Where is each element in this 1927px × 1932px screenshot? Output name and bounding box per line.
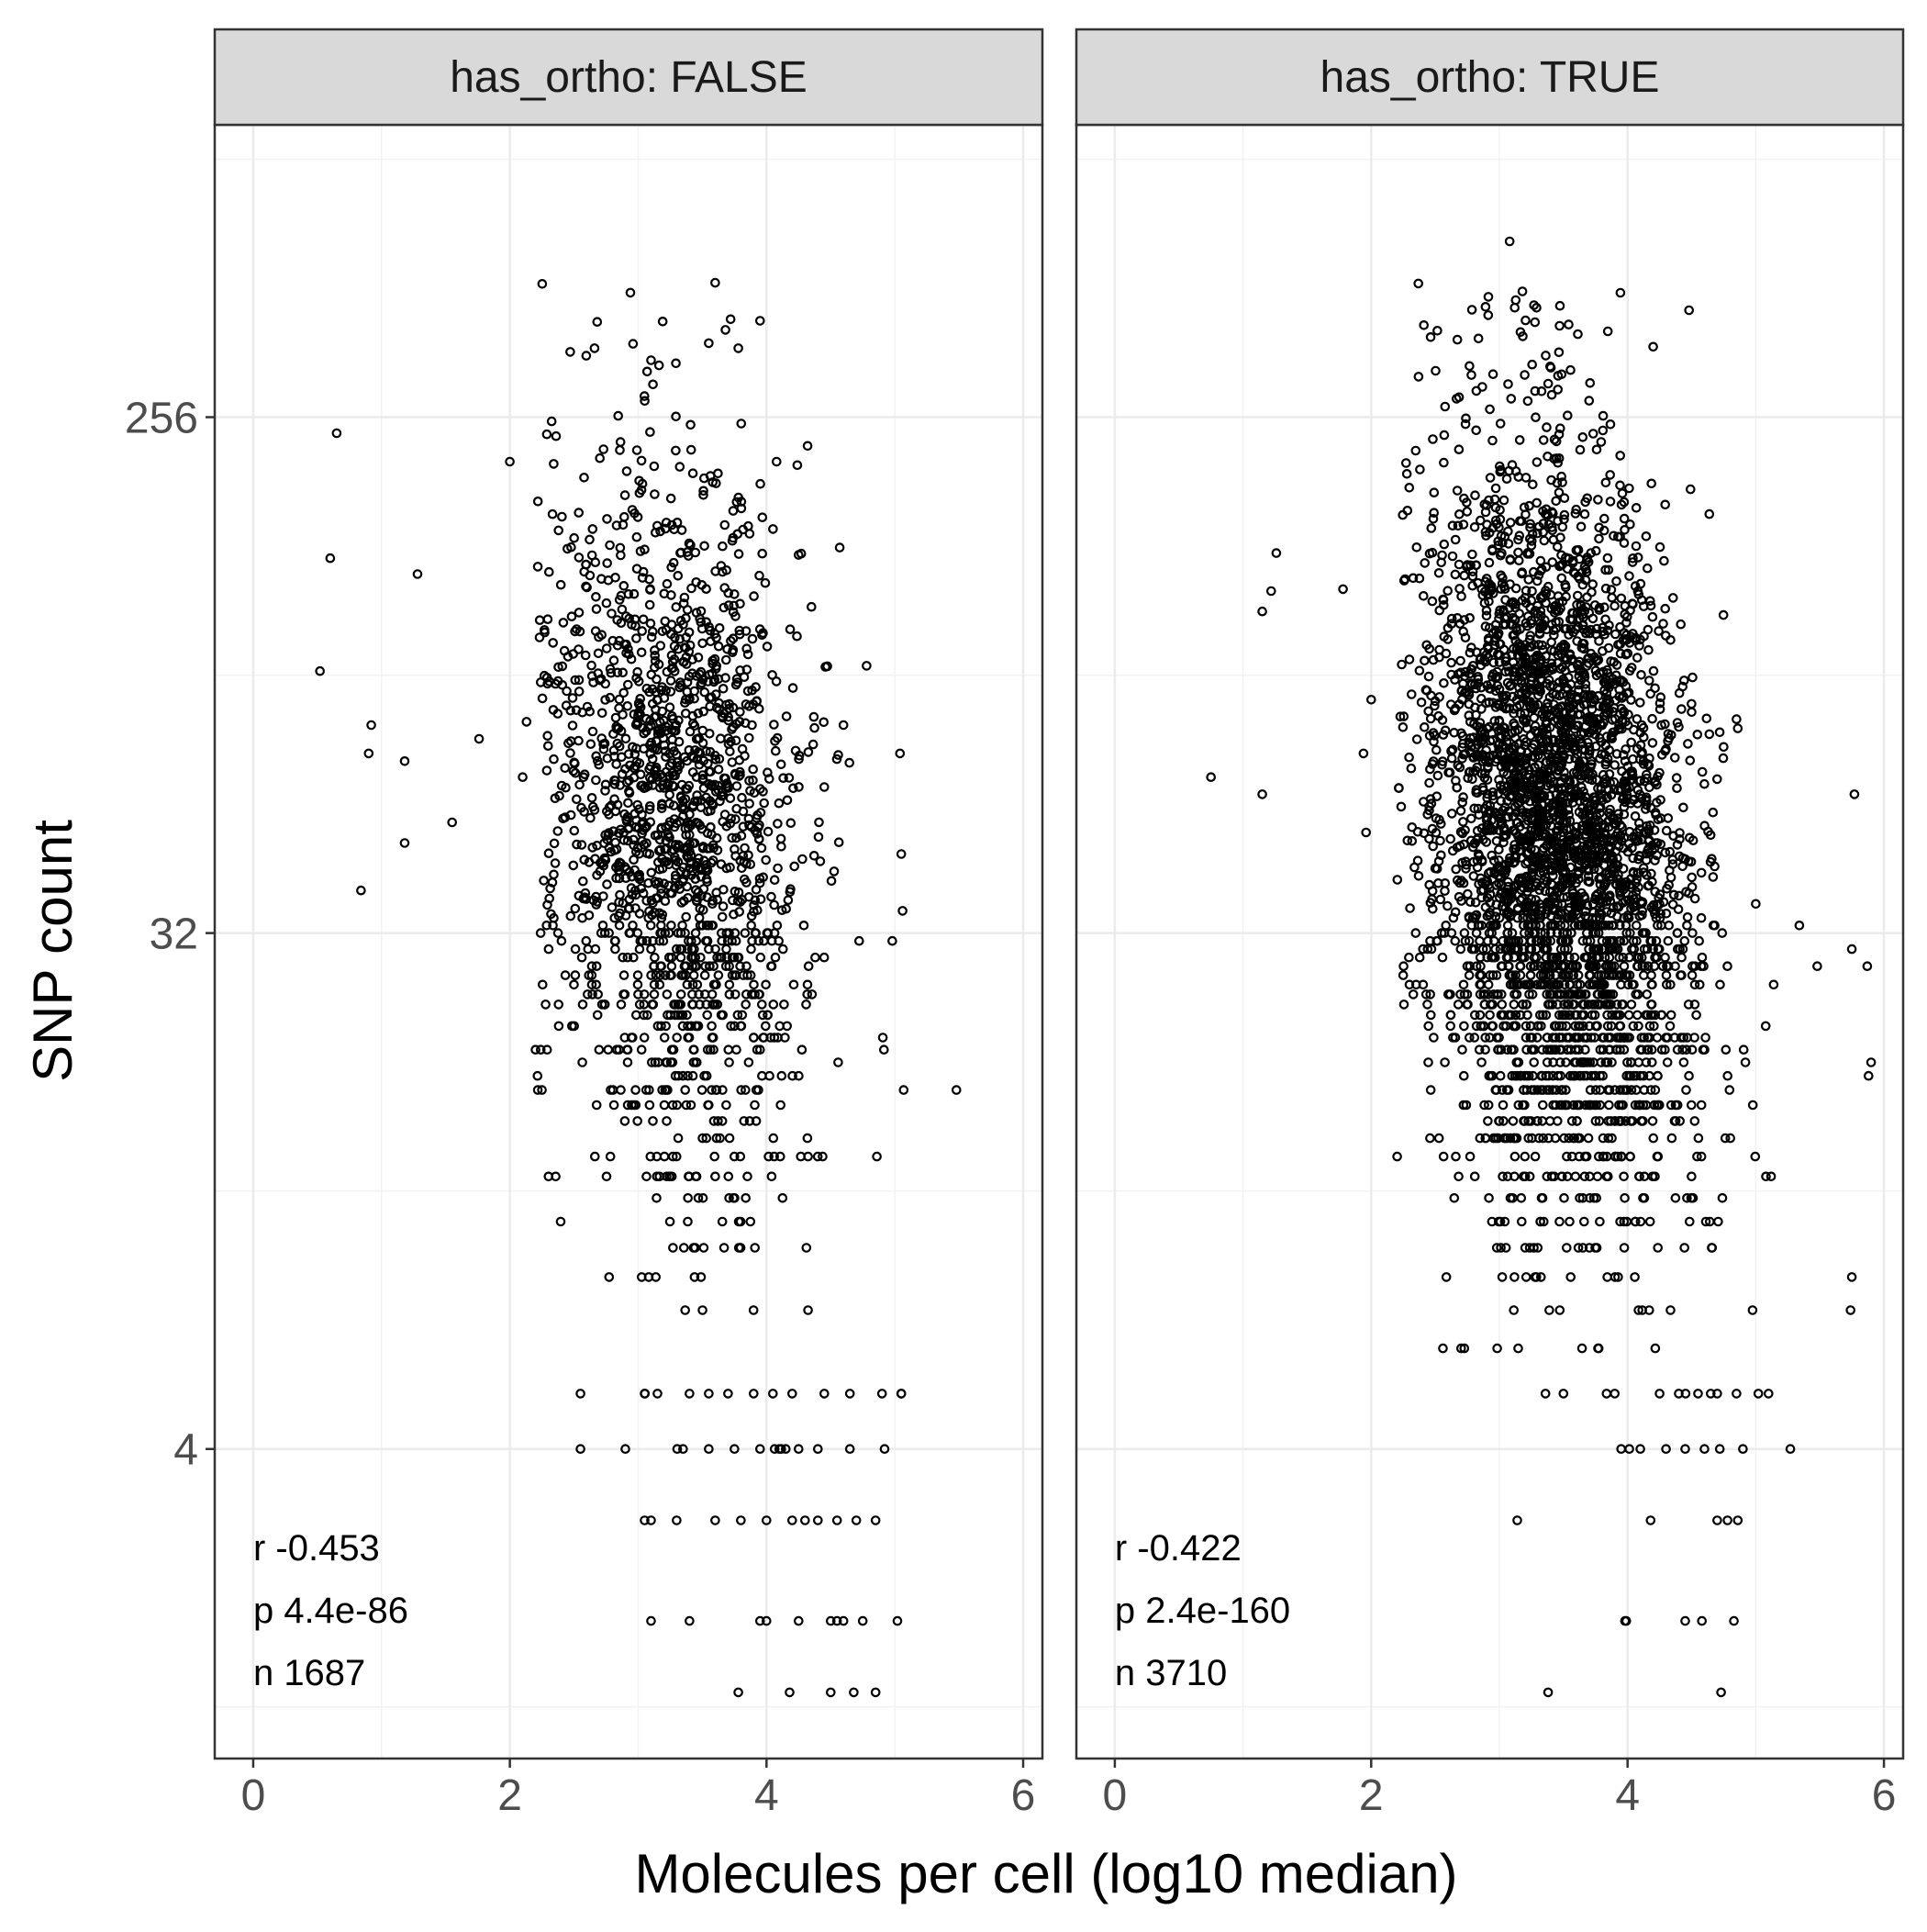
annotation-n: n 1687 [253,1653,365,1693]
annotation-p: p 4.4e-86 [253,1591,408,1631]
y-tick-label: 4 [173,1426,198,1475]
annotation-r: r -0.453 [253,1528,380,1569]
x-tick-label: 2 [497,1771,522,1820]
x-tick-label: 6 [1011,1771,1036,1820]
panels-layer: has_ortho: FALSE r -0.453 p 4.4e-86 n 168… [125,29,1903,1820]
strip-label: has_ortho: FALSE [450,53,808,102]
y-tick-label: 256 [125,395,198,443]
x-tick-label: 0 [241,1771,266,1820]
panel-background [215,125,1042,1759]
y-tick-label: 32 [150,910,198,959]
facet-panel-0: has_ortho: FALSE r -0.453 p 4.4e-86 n 168… [125,29,1042,1820]
x-tick-label: 4 [754,1771,779,1820]
